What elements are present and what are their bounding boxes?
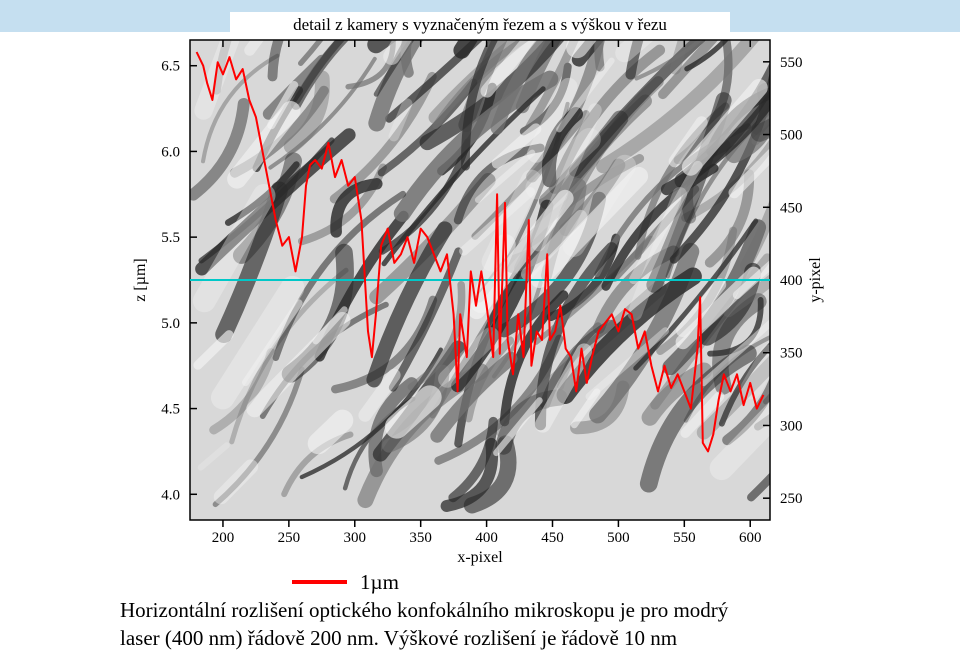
svg-text:y-pixel: y-pixel [807,257,824,303]
svg-text:350: 350 [409,530,432,546]
svg-text:x-pixel: x-pixel [457,549,503,566]
svg-text:300: 300 [344,530,367,546]
svg-text:250: 250 [780,491,803,507]
svg-text:500: 500 [780,128,803,144]
svg-text:550: 550 [673,530,696,546]
svg-text:5.5: 5.5 [161,230,180,246]
svg-text:4.0: 4.0 [161,487,180,503]
svg-text:5.0: 5.0 [161,316,180,332]
svg-text:400: 400 [780,273,803,289]
svg-text:450: 450 [780,200,803,216]
svg-text:350: 350 [780,346,803,362]
svg-text:300: 300 [780,418,803,434]
svg-text:250: 250 [278,530,301,546]
svg-text:500: 500 [607,530,630,546]
caption-line-2: laser (400 nm) řádově 200 nm. Výškové ro… [120,626,840,651]
svg-text:z [µm]: z [µm] [132,258,149,301]
scale-bar-label: 1µm [360,570,399,595]
svg-text:600: 600 [739,530,762,546]
svg-text:6.0: 6.0 [161,144,180,160]
caption-line-1: Horizontální rozlišení optického konfoká… [120,598,840,623]
svg-text:6.5: 6.5 [161,59,180,75]
microscopy-chart: detail z kamery s vyznačeným řezem a s v… [120,10,840,570]
svg-text:550: 550 [780,55,803,71]
scale-bar [292,580,347,584]
svg-text:detail z kamery s vyznačeným ř: detail z kamery s vyznačeným řezem a s v… [293,15,667,34]
svg-text:200: 200 [212,530,235,546]
svg-text:400: 400 [475,530,498,546]
svg-text:4.5: 4.5 [161,402,180,418]
svg-text:450: 450 [541,530,564,546]
